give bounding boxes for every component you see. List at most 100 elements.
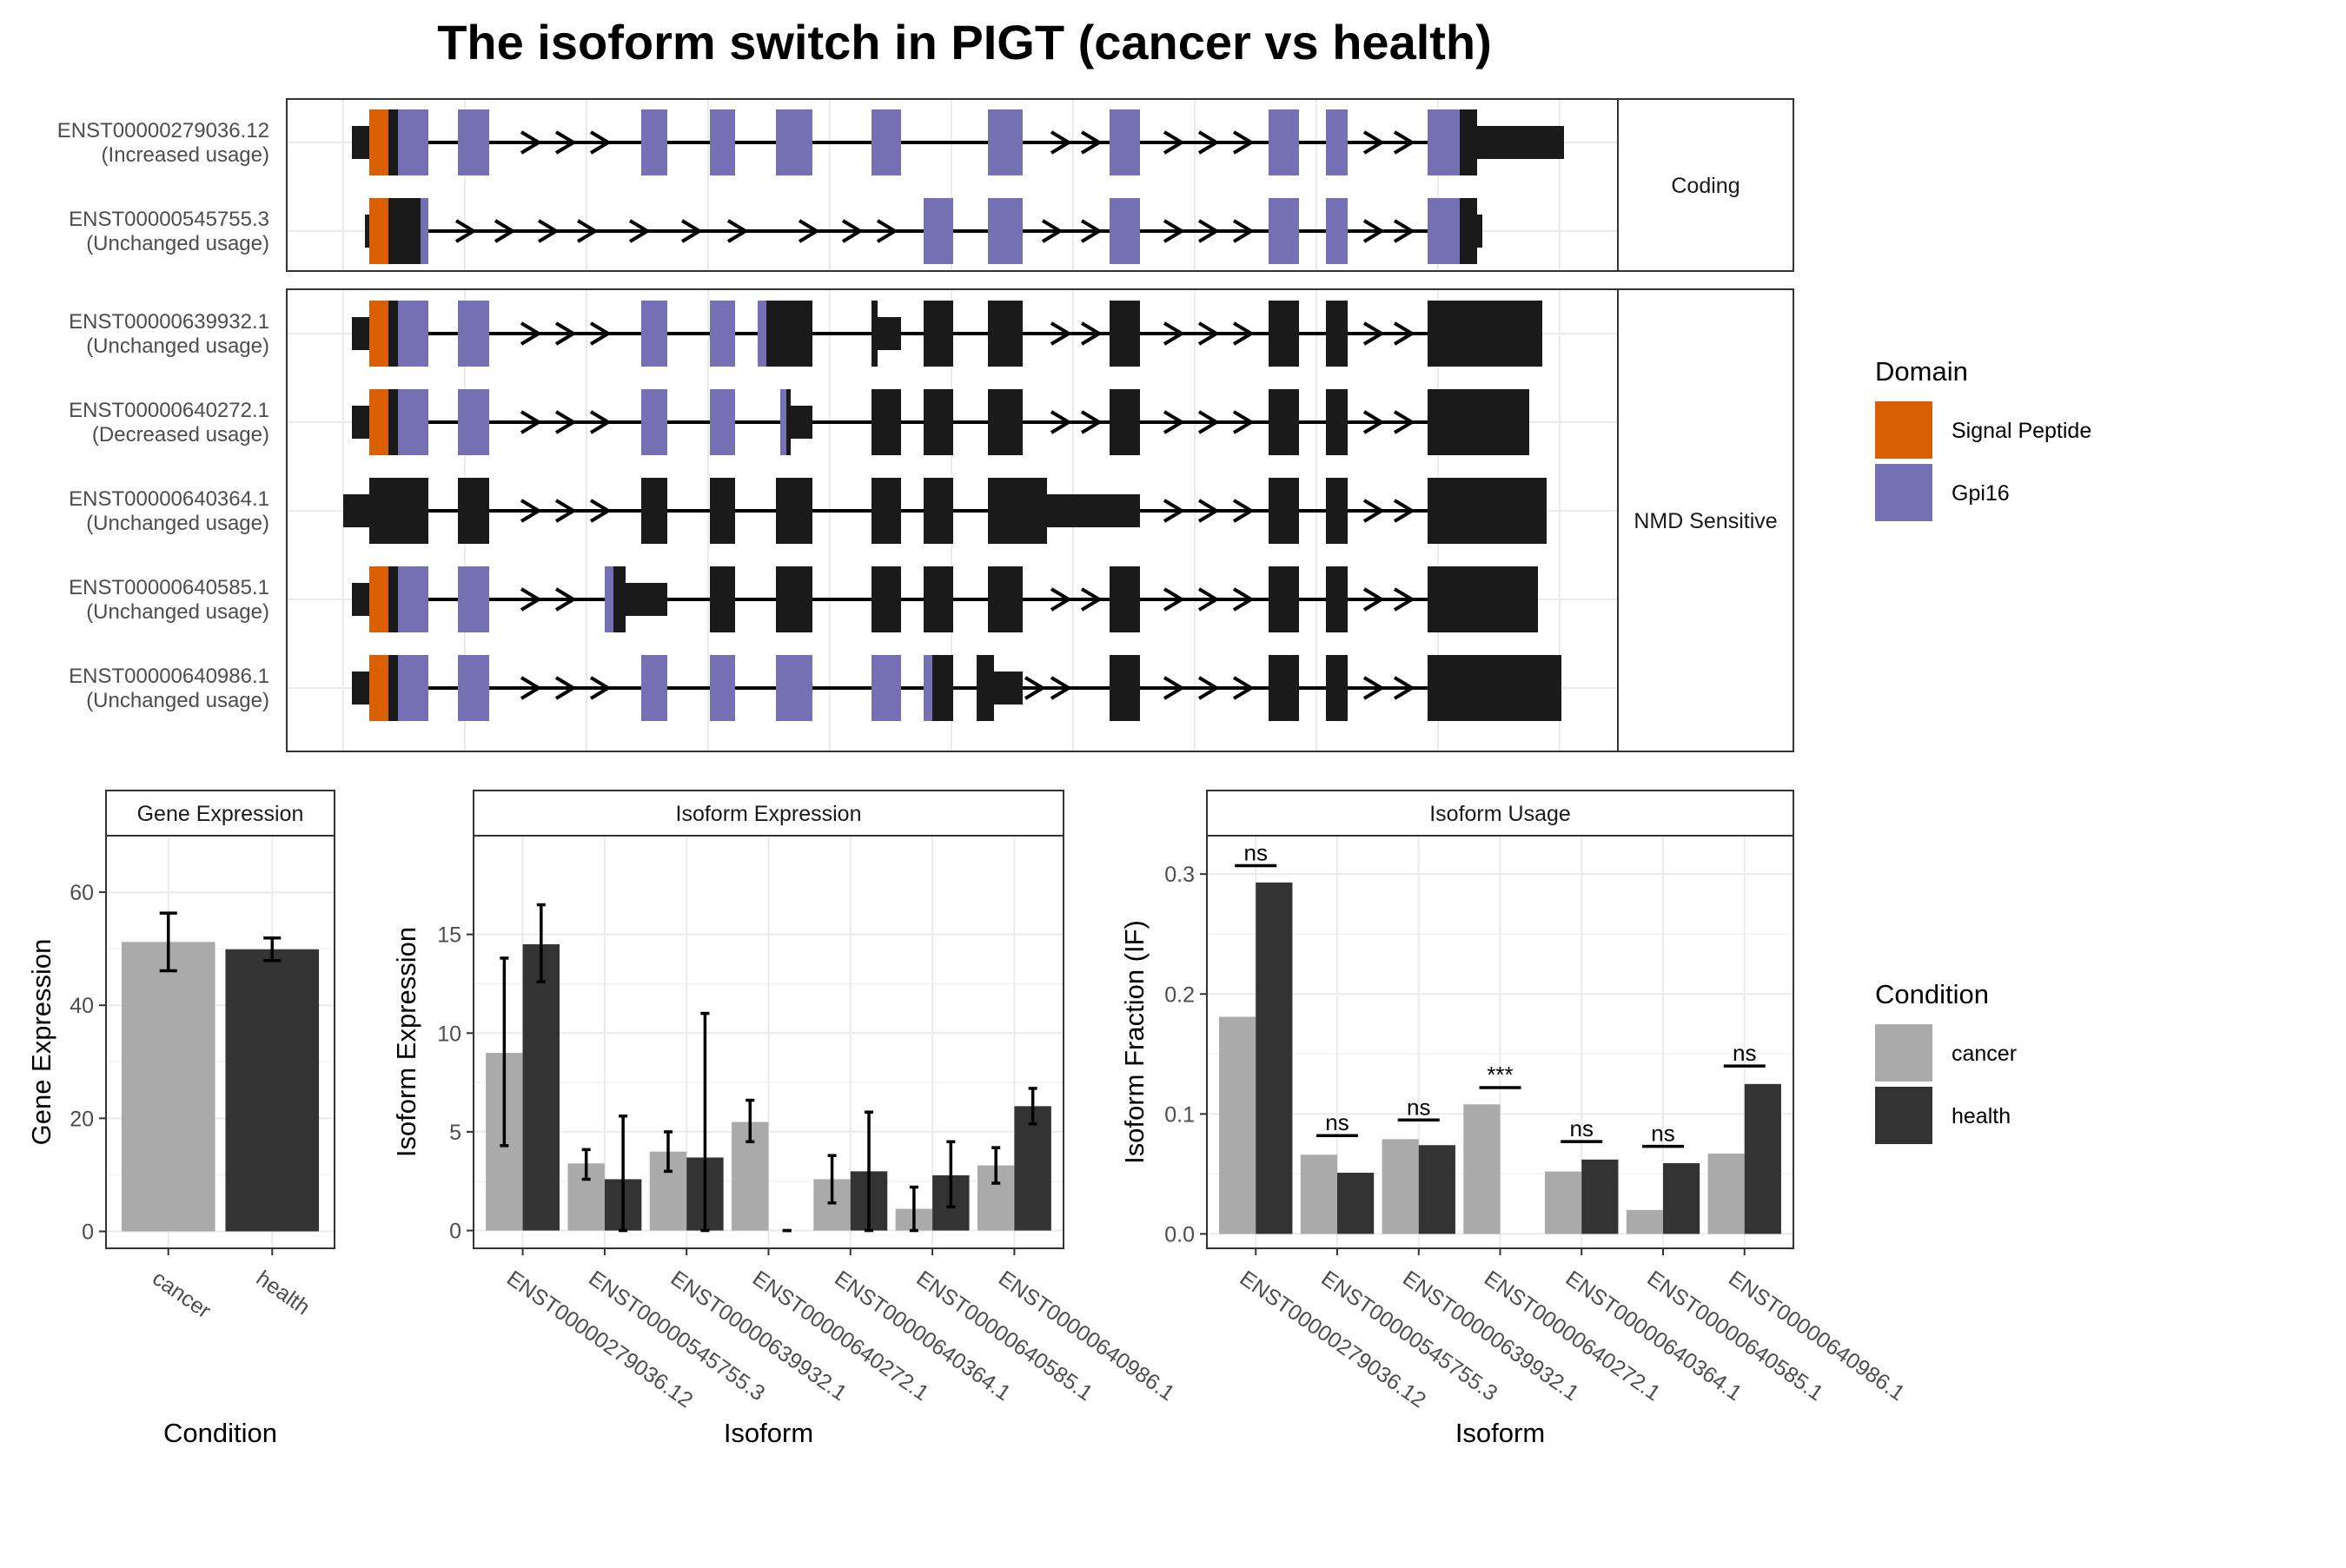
- exon-block: [977, 655, 994, 721]
- bar-health: [1663, 1162, 1700, 1234]
- isoform-usage-label: (Decreased usage): [92, 423, 269, 447]
- signal-peptide-domain: [369, 301, 388, 367]
- gpi16-domain: [988, 198, 1023, 264]
- direction-arrow: [1362, 676, 1385, 700]
- significance-label: ns: [1733, 1040, 1756, 1066]
- direction-arrow: [554, 321, 577, 346]
- gpi16-domain: [1110, 198, 1140, 264]
- direction-arrow: [1163, 219, 1185, 243]
- gpi16-domain: [641, 389, 667, 455]
- direction-arrow: [1362, 321, 1385, 346]
- direction-arrow: [554, 676, 577, 700]
- direction-arrow: [1163, 676, 1185, 700]
- gpi16-domain: [710, 301, 735, 367]
- gpi16-domain: [398, 389, 428, 455]
- direction-arrow: [1393, 499, 1415, 523]
- exon-block: [388, 655, 398, 721]
- bar-health: [1014, 1106, 1051, 1231]
- facet-strip-label: NMD Sensitive: [1634, 509, 1777, 533]
- gpi16-domain: [458, 301, 489, 367]
- exon-block: [388, 566, 398, 632]
- exon-block: [988, 478, 1047, 544]
- gpi16-domain: [871, 655, 901, 721]
- x-axis-title: Isoform: [1455, 1418, 1545, 1448]
- direction-arrow: [1393, 219, 1415, 243]
- exon-block: [1326, 301, 1348, 367]
- legend-swatch: [1875, 401, 1932, 459]
- direction-arrow: [1050, 587, 1072, 612]
- exon-block: [1326, 389, 1348, 455]
- exon-block: [1428, 478, 1547, 544]
- isoform-track: [352, 566, 1538, 632]
- direction-arrow: [1232, 587, 1255, 612]
- exon-block: [1477, 126, 1564, 159]
- isoform-track: [352, 301, 1542, 367]
- gpi16-domain: [641, 301, 667, 367]
- gpi16-domain: [1269, 109, 1299, 175]
- gpi16-domain: [398, 566, 428, 632]
- exon-block: [1110, 566, 1140, 632]
- direction-arrow: [1197, 410, 1220, 434]
- bar-cancer: [1300, 1154, 1337, 1234]
- direction-arrow: [680, 219, 703, 243]
- direction-arrow: [589, 499, 612, 523]
- signal-peptide-domain: [369, 655, 388, 721]
- exon-block: [613, 566, 626, 632]
- exon-block: [871, 301, 878, 367]
- exon-block: [710, 478, 735, 544]
- y-tick-label: 60: [70, 881, 94, 905]
- facet-strip-label: Isoform Expression: [676, 802, 862, 826]
- significance-label: ***: [1487, 1062, 1513, 1088]
- bar-cancer: [1707, 1153, 1745, 1234]
- facet-strip-label: Coding: [1671, 174, 1740, 198]
- direction-arrow: [554, 587, 577, 612]
- exon-block: [369, 478, 428, 544]
- exon-block: [626, 583, 667, 616]
- exon-block: [1269, 566, 1299, 632]
- direction-arrow: [589, 676, 612, 700]
- gpi16-domain: [458, 566, 489, 632]
- direction-arrow: [1163, 130, 1185, 155]
- bar-panel-isoform-usage: ns ns ns *** ns ns ns Isoform Usage 0.0 0.1 0.2 0.3…: [1119, 790, 1909, 1448]
- direction-arrow: [554, 499, 577, 523]
- y-tick-label: 0: [82, 1220, 94, 1244]
- exon-block: [786, 389, 791, 455]
- gpi16-domain: [776, 655, 812, 721]
- isoform-usage-label: (Unchanged usage): [86, 600, 269, 624]
- direction-arrow: [1197, 676, 1220, 700]
- direction-arrow: [628, 219, 651, 243]
- structure-panel-nmd: NMD Sensitive: [286, 288, 1794, 752]
- direction-arrow: [520, 410, 542, 434]
- gpi16-domain: [710, 655, 735, 721]
- exon-block: [988, 566, 1023, 632]
- direction-arrow: [1232, 219, 1255, 243]
- gpi16-domain: [710, 109, 735, 175]
- gpi16-domain: [1326, 109, 1348, 175]
- direction-arrow: [454, 219, 477, 243]
- isoform-id-label: ENST00000279036.12: [57, 119, 269, 142]
- direction-arrow: [1232, 676, 1255, 700]
- exon-block: [924, 389, 953, 455]
- direction-arrow: [1163, 321, 1185, 346]
- gpi16-domain: [641, 109, 667, 175]
- y-tick-label: 0.3: [1164, 863, 1195, 887]
- isoform-track: [352, 655, 1561, 721]
- isoform-usage-label: (Unchanged usage): [86, 689, 269, 712]
- bar-health: [1256, 882, 1293, 1234]
- gpi16-domain: [924, 655, 932, 721]
- gpi16-domain: [776, 109, 812, 175]
- exon-block: [766, 301, 812, 367]
- direction-arrow: [1041, 219, 1064, 243]
- exon-block: [388, 389, 398, 455]
- bar-cancer: [1545, 1171, 1582, 1234]
- gpi16-domain: [458, 655, 489, 721]
- gpi16-domain: [458, 109, 489, 175]
- direction-arrow: [1232, 321, 1255, 346]
- exon-block: [994, 672, 1023, 705]
- direction-arrow: [1362, 587, 1385, 612]
- exon-block: [1269, 655, 1299, 721]
- direction-arrow: [520, 676, 542, 700]
- direction-arrow: [520, 321, 542, 346]
